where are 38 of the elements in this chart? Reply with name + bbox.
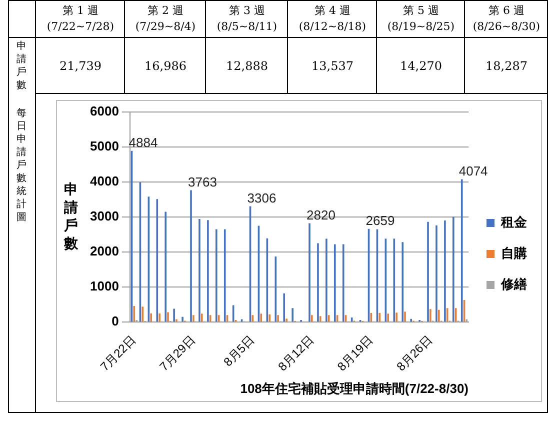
text: 21,739 bbox=[60, 59, 102, 73]
text: 申請戶數 bbox=[16, 40, 26, 92]
legend-label: 自購 bbox=[501, 246, 527, 261]
category-label: 第 6 週 (8/26~8/30) bbox=[464, 0, 548, 37]
text: 16,986 bbox=[144, 59, 186, 73]
y-tick-label: 3000 bbox=[90, 208, 119, 224]
y-tick-label: 0 bbox=[112, 314, 119, 329]
x-tick-label: 7月22日 bbox=[98, 332, 139, 374]
data-label: 2659 bbox=[366, 212, 395, 228]
category-label: 第 5 週 (8/19~8/25) bbox=[376, 0, 465, 37]
y-tick-label: 1000 bbox=[90, 278, 119, 294]
data-label: 4884 bbox=[128, 134, 158, 150]
chart-title: 每日申請戶數統計圖 bbox=[16, 108, 26, 223]
x-tick-label: 8月26日 bbox=[394, 332, 435, 374]
x-tick-label: 7月29日 bbox=[156, 332, 198, 374]
text: 12,888 bbox=[226, 59, 268, 73]
y-tick-label: 5000 bbox=[90, 138, 119, 154]
y-tick-label: 6000 bbox=[90, 103, 119, 118]
category-label: 第 4 週 (8/12~8/18) bbox=[287, 0, 377, 37]
data-label: 3763 bbox=[188, 174, 217, 190]
x-tick-label: 8月12日 bbox=[275, 332, 316, 374]
category-label: 第 3 週 (8/5~8/11) bbox=[205, 0, 288, 37]
legend-label: 租金 bbox=[500, 214, 528, 230]
data-label: 2820 bbox=[306, 207, 336, 222]
text: 18,287 bbox=[486, 59, 528, 73]
data-label: 3306 bbox=[247, 190, 276, 206]
x-tick-label: 8月5日 bbox=[220, 332, 258, 370]
y-tick-label: 2000 bbox=[90, 244, 119, 259]
y-axis-title: 申請戶數 bbox=[63, 180, 79, 251]
data-label: 4074 bbox=[458, 163, 488, 178]
legend-label: 修繕 bbox=[500, 276, 527, 292]
category-label: 第 2 週 (7/29~8/4) bbox=[124, 0, 206, 37]
category-label: 第 1 週 (7/22~7/28) bbox=[35, 0, 125, 37]
x-axis-title: 108年住宅補貼受理申請時間(7/22-8/30) bbox=[240, 380, 468, 396]
x-tick-label: 8月19日 bbox=[334, 332, 376, 374]
y-tick-label: 4000 bbox=[90, 173, 119, 188]
text: 13,537 bbox=[312, 59, 354, 73]
text: 14,270 bbox=[400, 59, 442, 73]
